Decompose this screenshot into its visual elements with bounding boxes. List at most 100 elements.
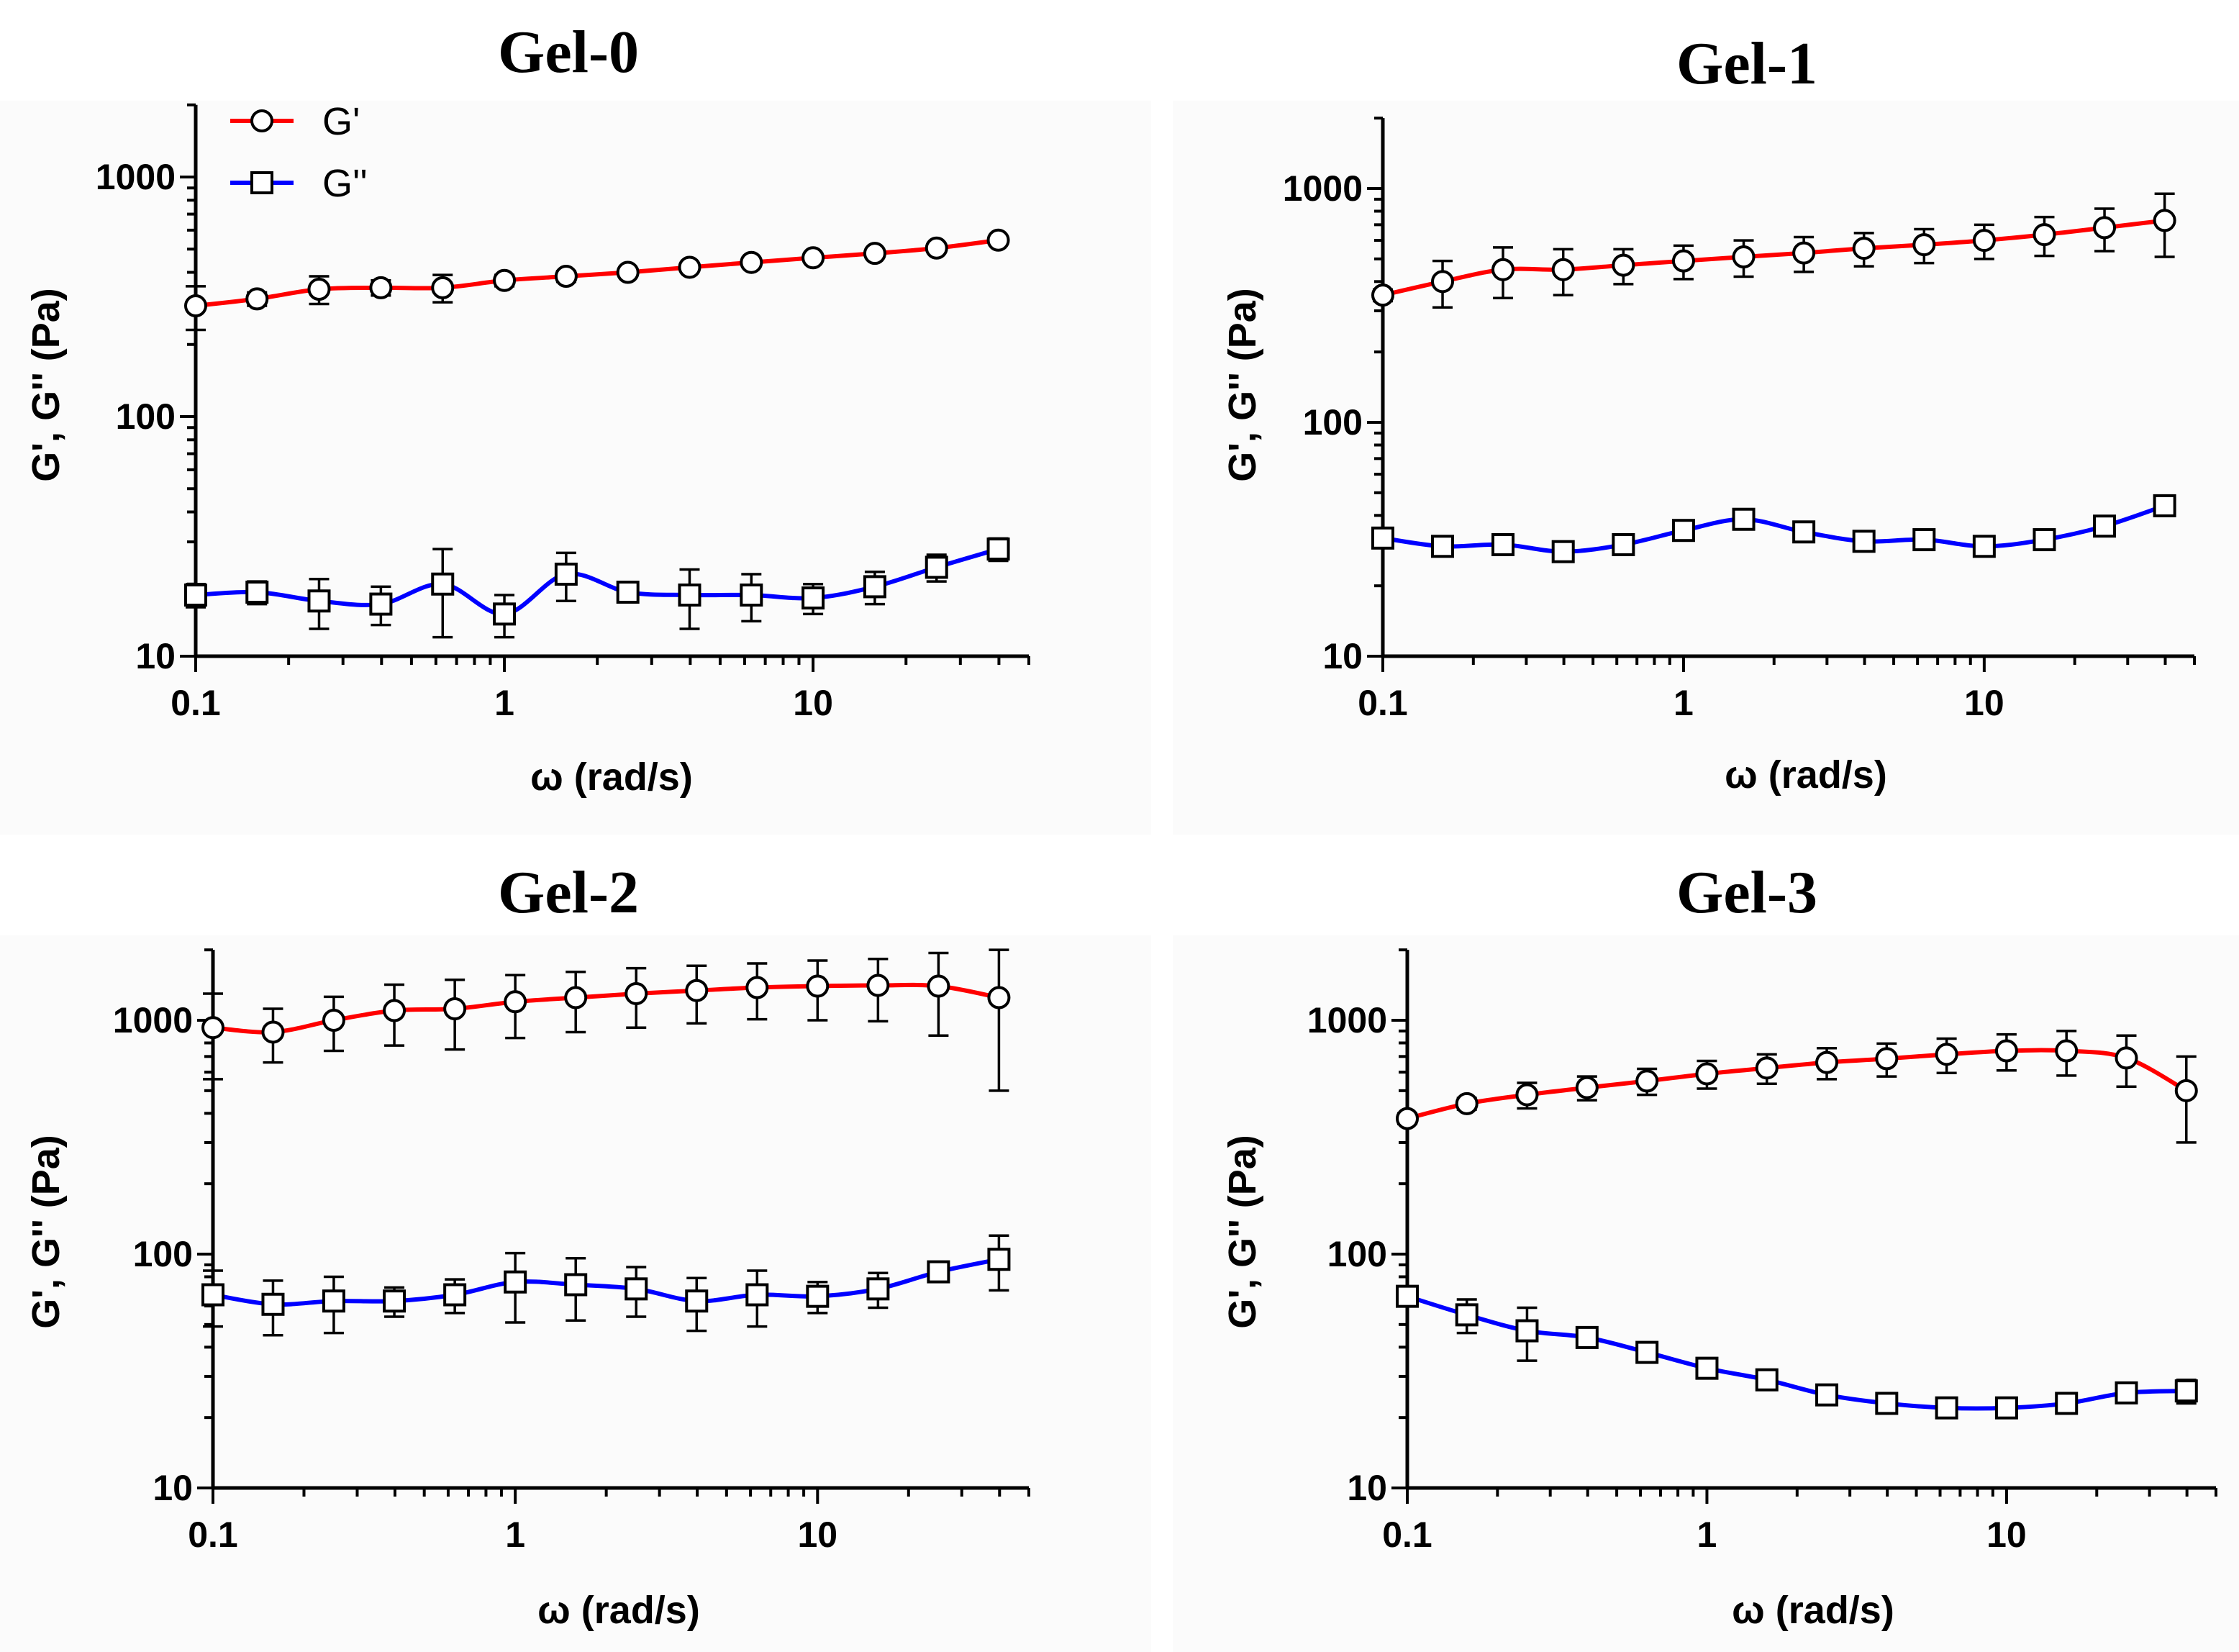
x-axis-title-gel-2: ω (rad/s) — [537, 1589, 700, 1632]
data-point-g-double-prime — [1935, 1396, 1958, 1420]
plot-gel-1: 10 100 1000 0.1 1 10 — [1283, 117, 2196, 723]
data-point-g-prime — [1575, 1076, 1599, 1099]
data-point-g-prime — [1912, 233, 1936, 257]
x-tick-label: 10 — [1986, 1515, 2027, 1555]
data-point-g-double-prime — [1551, 540, 1575, 563]
y-axis-title-gel-2: G', G'' (Pa) — [24, 1135, 68, 1329]
y-tick-label: 100 — [1303, 402, 1363, 442]
data-point-g-prime — [2033, 223, 2056, 247]
data-point-g-double-prime — [564, 1273, 588, 1297]
data-point-g-double-prime — [383, 1289, 407, 1313]
data-point-g-prime — [1551, 258, 1575, 281]
data-point-g-double-prime — [1612, 532, 1635, 556]
plot-gel-2: 10 100 1000 0.1 1 10 — [113, 948, 1030, 1555]
data-point-g-double-prime — [1994, 1396, 2018, 1420]
data-point-g-double-prime — [261, 1292, 285, 1316]
plot-gel-3: 10 100 1000 0.1 1 10 — [1307, 948, 2217, 1555]
data-point-g-double-prime — [1431, 535, 1455, 558]
data-point-g-prime — [986, 228, 1010, 252]
plot-gel-0: 10 100 1000 0.1 1 10 — [96, 103, 1030, 723]
panel-title-gel-0: Gel-0 — [498, 19, 639, 86]
data-point-g-double-prime — [1455, 1303, 1479, 1327]
data-point-g-prime — [987, 986, 1011, 1009]
x-tick-label: 10 — [793, 683, 833, 723]
data-point-g-prime — [2115, 1046, 2138, 1070]
data-point-g-prime — [745, 976, 769, 999]
data-point-g-prime — [625, 981, 648, 1005]
data-point-g-prime — [616, 260, 640, 284]
y-tick-label: 10 — [153, 1468, 193, 1508]
data-point-g-double-prime — [245, 581, 269, 604]
data-point-g-prime — [2153, 209, 2176, 232]
x-tick-label: 10 — [1964, 683, 2004, 723]
data-point-g-prime — [2093, 216, 2117, 240]
data-point-g-prime — [1994, 1039, 2018, 1063]
data-point-g-double-prime — [866, 1277, 890, 1301]
data-point-g-prime — [443, 997, 467, 1021]
data-point-g-prime — [184, 294, 207, 318]
panel-title-gel-1: Gel-1 — [1676, 30, 1817, 97]
data-point-g-double-prime — [493, 602, 517, 626]
x-tick-label: 0.1 — [1382, 1515, 1432, 1555]
data-point-g-prime — [1671, 249, 1695, 273]
x-tick-label: 10 — [798, 1515, 838, 1555]
data-point-g-double-prime — [987, 1248, 1011, 1271]
data-point-g-prime — [504, 990, 527, 1014]
data-point-g-prime — [1935, 1043, 1958, 1066]
data-point-g-prime — [493, 268, 517, 292]
data-point-g-prime — [369, 276, 393, 299]
data-point-g-prime — [1792, 241, 1816, 265]
data-point-g-double-prime — [806, 1284, 830, 1308]
data-point-g-prime — [1875, 1047, 1899, 1071]
data-point-g-double-prime — [1671, 519, 1695, 543]
data-point-g-prime — [1396, 1107, 1419, 1130]
data-point-g-prime — [685, 979, 709, 1002]
data-point-g-double-prime — [1575, 1325, 1599, 1349]
data-point-g-double-prime — [927, 1260, 950, 1284]
data-point-g-prime — [1455, 1092, 1479, 1115]
data-point-g-double-prime — [1695, 1356, 1719, 1380]
y-axis-title-gel-3: G', G'' (Pa) — [1221, 1135, 1264, 1329]
legend-label-g-prime: G' — [322, 100, 360, 143]
y-tick-label: 100 — [1327, 1234, 1387, 1274]
data-point-g-prime — [1815, 1050, 1839, 1074]
data-point-g-double-prime — [1755, 1368, 1779, 1392]
data-point-g-prime — [1732, 245, 1756, 269]
x-tick-label: 0.1 — [1358, 683, 1408, 723]
x-tick-label: 0.1 — [171, 683, 221, 723]
data-point-g-double-prime — [740, 583, 763, 607]
data-point-g-double-prime — [801, 586, 825, 610]
x-axis-title-gel-0: ω (rad/s) — [530, 755, 693, 799]
data-point-g-double-prime — [1912, 528, 1936, 552]
panel-background-gel-0 — [0, 101, 1151, 835]
data-point-g-double-prime — [322, 1289, 345, 1313]
data-point-g-double-prime — [925, 555, 948, 579]
data-point-g-double-prime — [1875, 1392, 1899, 1415]
data-point-g-prime — [1695, 1062, 1719, 1086]
data-point-g-double-prime — [307, 589, 331, 613]
data-point-g-prime — [678, 255, 701, 279]
y-tick-label: 1000 — [1307, 1000, 1387, 1040]
data-point-g-prime — [927, 974, 950, 998]
data-point-g-double-prime — [1815, 1383, 1839, 1407]
y-tick-label: 100 — [133, 1234, 193, 1274]
y-tick-label: 1000 — [113, 1000, 193, 1040]
data-point-g-prime — [2055, 1039, 2079, 1063]
data-point-g-prime — [201, 1016, 224, 1040]
data-point-g-double-prime — [2115, 1381, 2138, 1404]
legend-marker-g-prime — [250, 109, 273, 132]
data-point-g-prime — [322, 1009, 345, 1032]
data-point-g-double-prime — [184, 583, 207, 607]
data-point-g-prime — [1371, 283, 1394, 307]
x-tick-label: 1 — [1673, 683, 1694, 723]
legend: G' G'' — [230, 100, 368, 205]
data-point-g-double-prime — [685, 1289, 709, 1313]
y-tick-label: 1000 — [1283, 168, 1363, 209]
data-point-g-prime — [245, 287, 269, 311]
data-point-g-prime — [1515, 1083, 1539, 1107]
data-point-g-double-prime — [678, 583, 701, 607]
data-point-g-prime — [2174, 1079, 2198, 1102]
x-axis-title-gel-1: ω (rad/s) — [1725, 753, 1887, 796]
data-point-g-double-prime — [554, 562, 578, 586]
data-point-g-double-prime — [2033, 528, 2056, 552]
